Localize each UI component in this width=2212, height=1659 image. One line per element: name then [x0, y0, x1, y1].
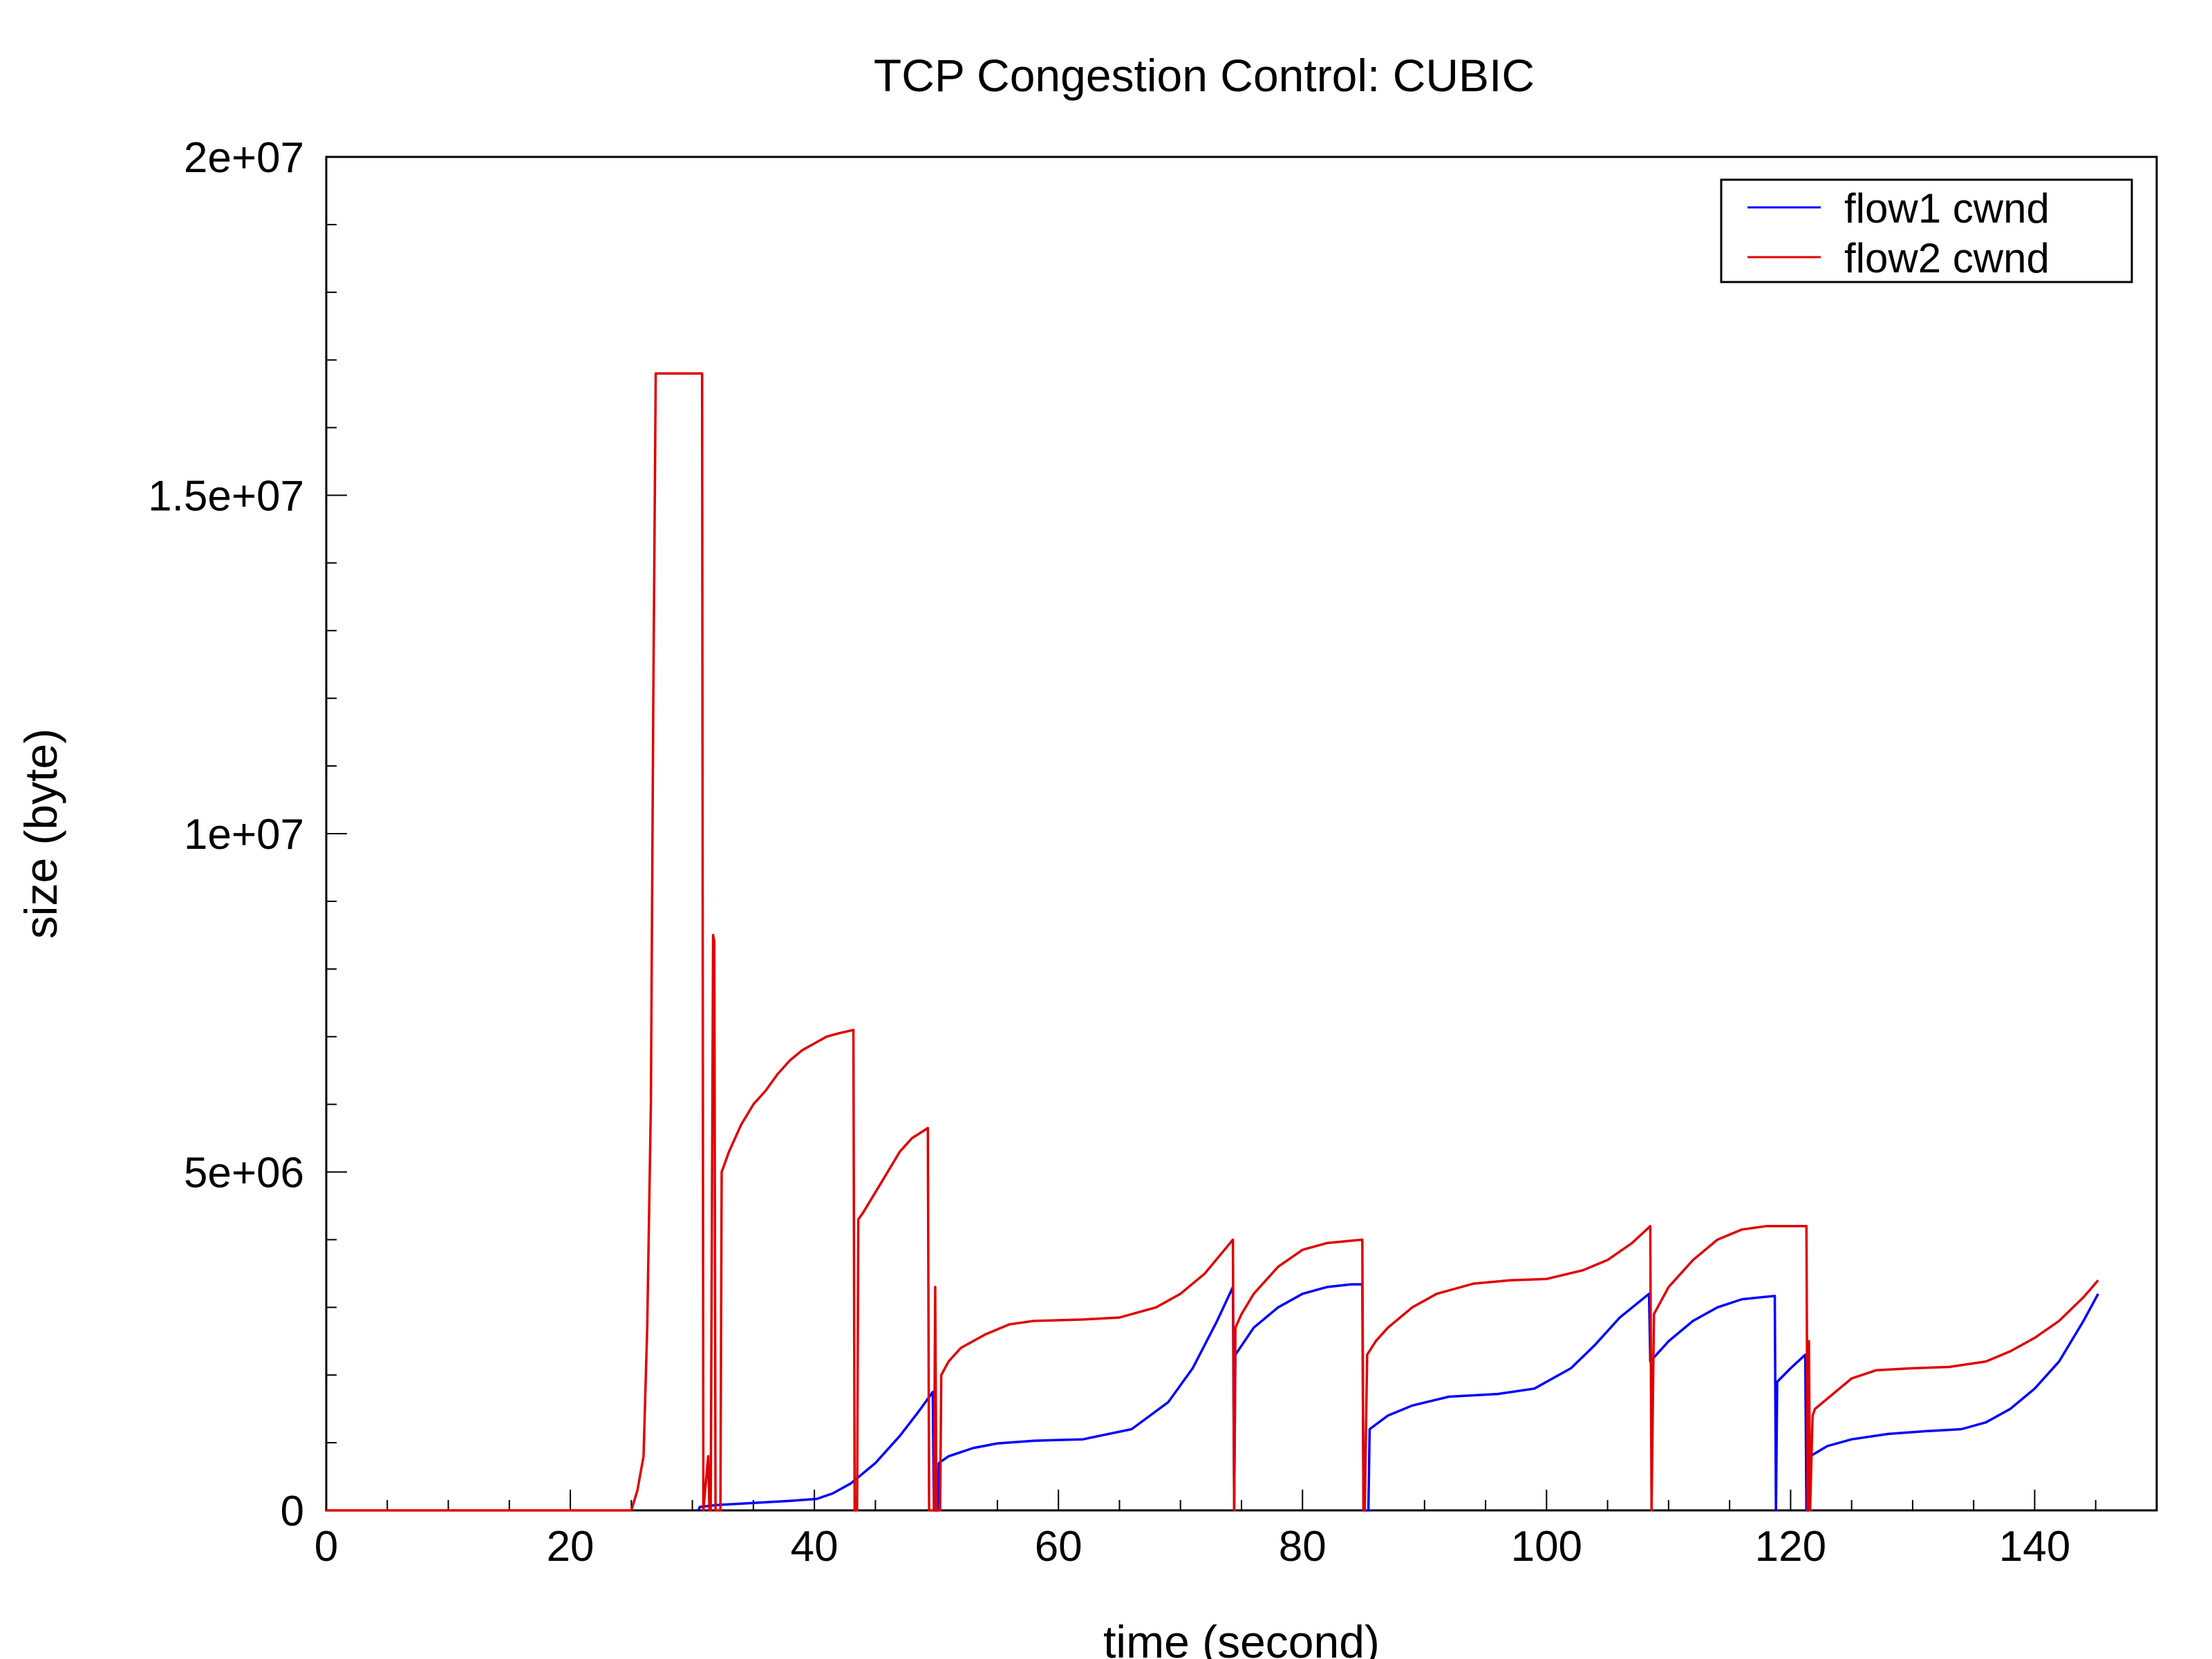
x-tick-label: 0	[315, 1523, 338, 1571]
x-tick-label: 60	[1035, 1523, 1082, 1571]
series-layer	[326, 372, 2099, 1512]
y-tick-label: 2e+07	[184, 134, 304, 182]
plot-frame	[325, 156, 2158, 1512]
x-tick-label: 140	[1999, 1523, 2070, 1571]
y-axis-label: size (byte)	[15, 729, 66, 939]
y-axis-ticks: 0 5e+06 1e+07 1.5e+07 2e+07	[148, 134, 347, 1535]
chart-title: TCP Congestion Control: CUBIC	[874, 50, 1535, 101]
x-tick-label: 20	[547, 1523, 594, 1571]
legend: flow1 cwnd flow2 cwnd	[1720, 178, 2133, 283]
legend-label-flow2: flow2 cwnd	[1844, 235, 2050, 281]
x-axis-label: time (second)	[1103, 1616, 1380, 1659]
y-tick-label: 0	[281, 1488, 304, 1535]
x-tick-label: 40	[791, 1523, 838, 1571]
x-tick-label: 80	[1279, 1523, 1327, 1571]
legend-label-flow1: flow1 cwnd	[1844, 185, 2050, 232]
y-tick-label: 5e+06	[184, 1150, 304, 1197]
x-tick-label: 100	[1511, 1523, 1582, 1571]
legend-box	[1720, 178, 2133, 283]
series-line-flow2	[326, 372, 2099, 1512]
y-tick-label: 1.5e+07	[148, 473, 304, 521]
x-tick-label: 120	[1755, 1523, 1826, 1571]
y-tick-label: 1e+07	[184, 811, 304, 859]
x-axis-ticks: 0 20 40 60 80 100 120 140	[315, 1490, 2157, 1571]
